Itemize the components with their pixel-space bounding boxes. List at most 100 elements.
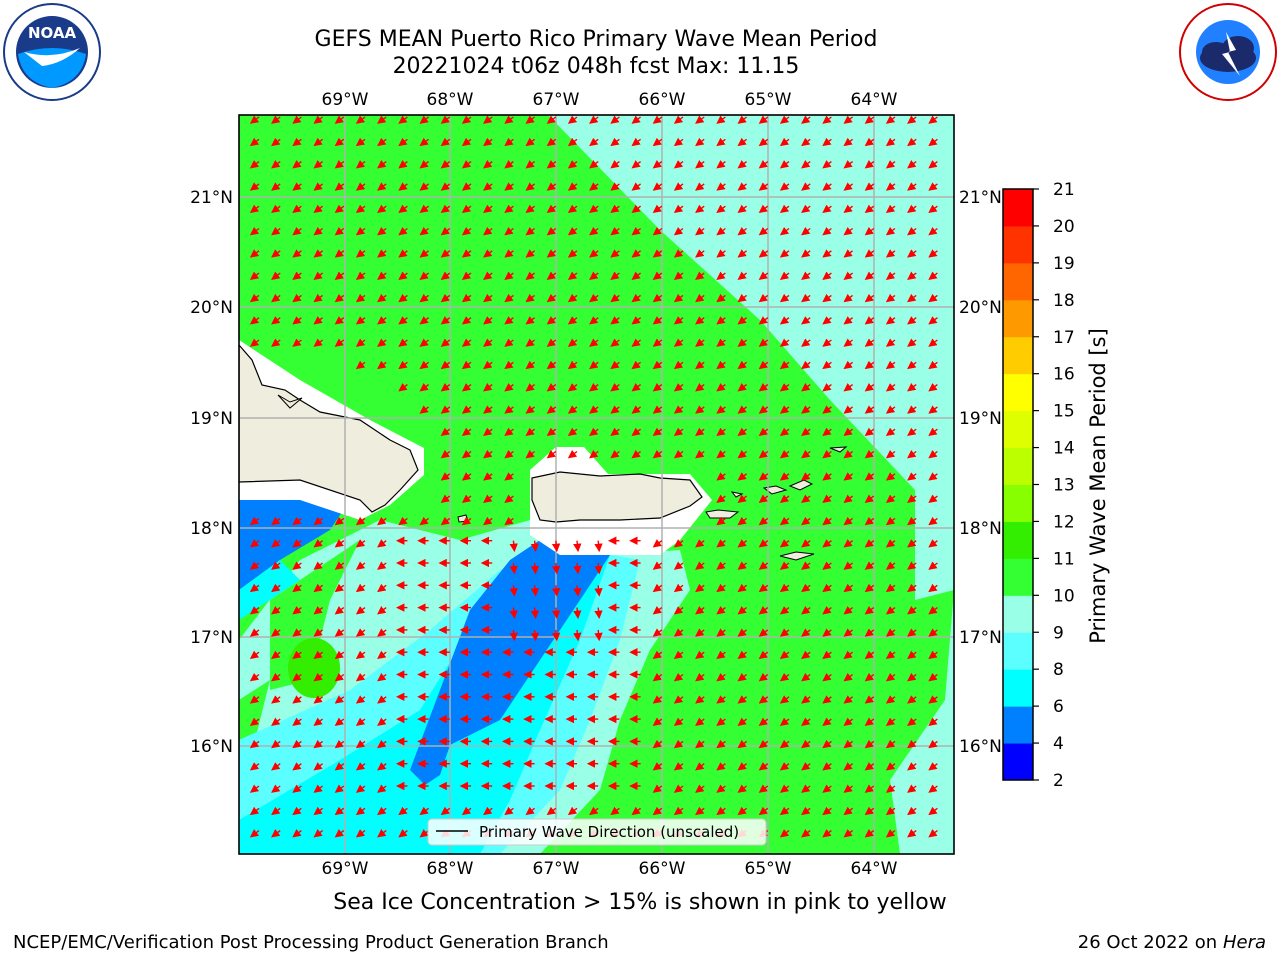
- wave-arrow: [377, 182, 387, 191]
- wave-arrow: [673, 606, 684, 615]
- wave-arrow: [885, 249, 896, 258]
- wave-arrow: [716, 628, 726, 637]
- colorbar: 2 4 6 8 9 10 11 12 13 14 15 16 17 18 19 20 21: [1002, 180, 1075, 791]
- wave-arrow: [419, 160, 430, 169]
- wave-arrow: [695, 204, 705, 214]
- wave-arrow: [652, 360, 663, 370]
- wave-arrow: [631, 405, 642, 414]
- wave-arrow: [822, 717, 832, 726]
- colorbar-tick-label: 17: [1053, 328, 1075, 348]
- lon-label-bottom: 68°W: [427, 859, 474, 879]
- wave-arrow: [758, 628, 769, 637]
- wave-arrow: [483, 427, 493, 437]
- wave-arrow: [737, 606, 748, 615]
- wave-arrow: [652, 316, 663, 325]
- wave-arrow: [864, 762, 875, 771]
- wave-arrow: [843, 539, 854, 548]
- wave-arrow: [928, 494, 938, 503]
- wave-arrow: [249, 717, 260, 726]
- wave-arrow: [610, 316, 620, 325]
- wave-arrow: [419, 271, 430, 280]
- wave-arrow: [695, 405, 705, 414]
- wave-arrow: [334, 271, 345, 280]
- wave-arrow: [779, 271, 790, 280]
- wave-arrow: [652, 449, 663, 459]
- wave-arrow: [355, 606, 366, 615]
- wave-arrow: [652, 650, 663, 660]
- wave-arrow: [907, 182, 917, 191]
- wave-arrow: [355, 561, 366, 570]
- wave-arrow: [589, 383, 599, 392]
- wave-arrow: [737, 160, 748, 169]
- wave-arrow: [695, 338, 705, 347]
- wave-arrow: [716, 516, 726, 526]
- wave-arrow: [801, 160, 811, 169]
- wave-arrow: [907, 628, 917, 637]
- wave-arrow: [737, 650, 748, 660]
- wave-arrow: [928, 583, 938, 593]
- wave-arrow: [419, 249, 430, 258]
- wave-arrow: [779, 628, 790, 637]
- wave-arrow: [758, 338, 769, 347]
- wave-arrow: [355, 360, 366, 370]
- wave-arrow: [377, 293, 387, 303]
- wave-arrow: [461, 405, 472, 414]
- wave-arrow: [589, 182, 599, 191]
- wave-arrow: [907, 293, 917, 303]
- wave-arrow: [928, 249, 938, 258]
- wave-arrow: [440, 137, 451, 147]
- wave-arrow: [737, 316, 748, 325]
- wave-arrow: [801, 539, 811, 548]
- wave-arrow: [589, 226, 599, 236]
- wave-arrow: [907, 160, 917, 169]
- wave-arrow: [928, 293, 938, 303]
- wave-arrow: [907, 115, 917, 124]
- wave-arrow: [483, 806, 493, 816]
- wave-arrow: [716, 293, 726, 303]
- wave-arrow: [610, 427, 620, 437]
- wave-arrow: [461, 182, 472, 191]
- wave-arrow: [673, 115, 684, 124]
- wave-arrow: [377, 204, 387, 214]
- wave-arrow: [377, 160, 387, 169]
- wave-arrow: [292, 628, 302, 637]
- wave-arrow: [779, 226, 790, 236]
- wave-arrow: [525, 316, 536, 325]
- wave-arrow: [355, 650, 366, 660]
- wave-arrow: [779, 695, 790, 704]
- wave-arrow: [271, 338, 281, 347]
- puerto-rico-land: [531, 471, 703, 523]
- wave-arrow: [737, 204, 748, 214]
- lon-label-top: 67°W: [533, 90, 580, 110]
- wave-arrow: [737, 806, 748, 816]
- wave-arrow: [271, 516, 281, 526]
- wave-arrow: [928, 762, 938, 771]
- wave-arrow: [377, 137, 387, 147]
- wave-arrow: [758, 137, 769, 147]
- wave-arrow: [546, 204, 557, 214]
- wave-arrow: [885, 516, 896, 526]
- wave-arrow: [461, 516, 472, 526]
- wave-arrow: [885, 472, 896, 481]
- wave-arrow: [377, 338, 387, 347]
- legend-label: Primary Wave Direction (unscaled): [479, 823, 739, 841]
- colorbar-tick-label: 19: [1053, 254, 1075, 274]
- lat-label-right: 18°N: [959, 519, 1002, 539]
- wave-arrow: [631, 338, 642, 347]
- wave-arrow: [509, 540, 518, 553]
- wave-arrow: [594, 629, 603, 642]
- wave-arrow: [801, 115, 811, 124]
- wave-arrow: [673, 360, 684, 370]
- colorbar-tick-label: 16: [1053, 365, 1075, 385]
- wave-arrow: [907, 338, 917, 347]
- wave-arrow: [334, 182, 345, 191]
- wave-arrow: [758, 405, 769, 414]
- wave-arrow: [355, 717, 366, 726]
- wave-arrow: [843, 472, 854, 481]
- wave-arrow: [801, 695, 811, 704]
- wave-arrow: [695, 650, 705, 660]
- wave-arrow: [695, 383, 705, 392]
- wave-arrow: [292, 672, 302, 682]
- wave-arrow: [504, 806, 514, 816]
- wave-arrow: [631, 182, 642, 191]
